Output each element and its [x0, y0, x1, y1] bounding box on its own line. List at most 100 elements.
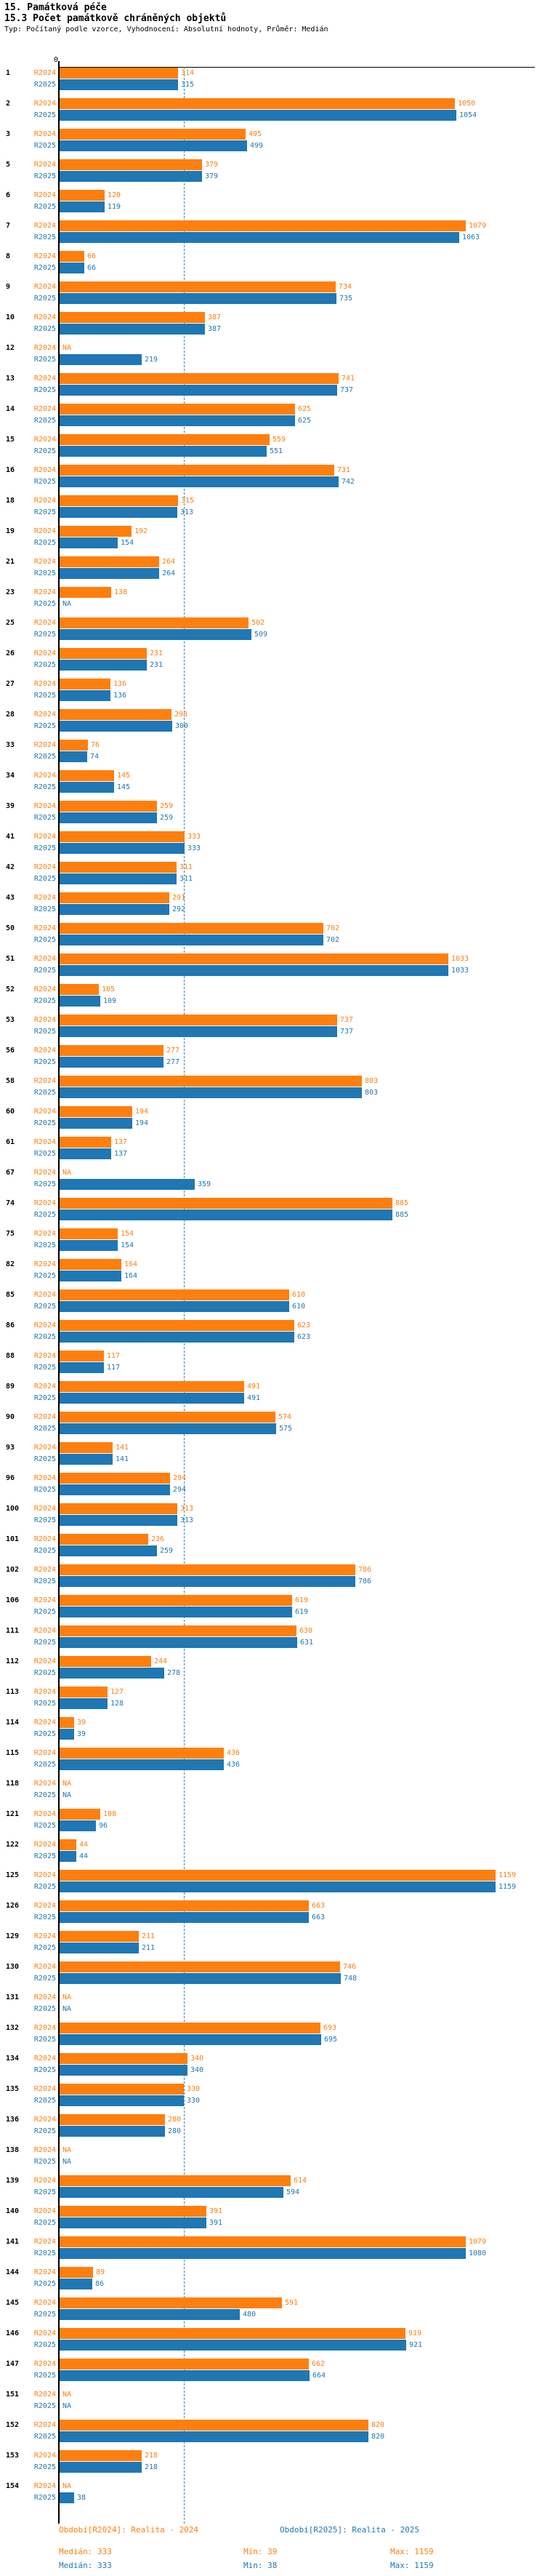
value-label-r2025: 737	[340, 386, 354, 394]
series-label-r2025: R2025	[33, 1639, 56, 1647]
value-label-r2024: 731	[337, 466, 351, 474]
bar-r2024	[60, 953, 448, 964]
row-number: 74	[6, 1199, 15, 1207]
series-label-r2025: R2025	[33, 1700, 56, 1708]
row-number: 26	[6, 649, 15, 657]
bar-r2025	[60, 2340, 406, 2351]
value-label-r2025: 695	[324, 2036, 338, 2044]
series-label-r2025: R2025	[33, 1394, 56, 1402]
bar-r2025	[60, 140, 247, 151]
value-label-r2025: 1159	[498, 1883, 517, 1891]
zero-tick-label: 0	[54, 56, 59, 64]
row-number: 126	[6, 1902, 20, 1910]
row-number: 96	[6, 1474, 15, 1482]
value-label-r2024: 495	[249, 130, 262, 138]
value-label-r2024: 662	[312, 2360, 326, 2368]
row-number: 58	[6, 1077, 15, 1085]
bar-r2025	[60, 904, 169, 915]
bar-r2024	[60, 587, 111, 598]
series-label-r2024: R2024	[33, 100, 56, 108]
value-label-r2025: 141	[116, 1455, 129, 1463]
value-label-r2024: 786	[358, 1566, 372, 1574]
series-label-r2025: R2025	[33, 722, 56, 730]
series-label-r2025: R2025	[33, 2005, 56, 2013]
bar-r2025	[60, 1393, 244, 1404]
series-label-r2024: R2024	[33, 1383, 56, 1391]
series-label-r2025: R2025	[33, 2372, 56, 2380]
bar-r2025	[60, 1179, 195, 1190]
bar-r2025	[60, 1209, 392, 1220]
series-label-r2025: R2025	[33, 997, 56, 1005]
series-label-r2025: R2025	[33, 264, 56, 272]
value-label-r2025: 820	[371, 2433, 385, 2441]
bar-r2025	[60, 660, 147, 671]
series-label-r2024: R2024	[33, 985, 56, 993]
bar-r2025	[60, 1026, 337, 1037]
row-number: 141	[6, 2238, 20, 2246]
row-number: 139	[6, 2177, 20, 2185]
value-label-r2024: 194	[135, 1108, 149, 1116]
series-label-r2025: R2025	[33, 1211, 56, 1219]
na-label-r2024: NA	[62, 1780, 72, 1788]
value-label-r2025: 145	[117, 783, 131, 791]
value-label-r2025: 387	[208, 325, 222, 333]
series-label-r2024: R2024	[33, 130, 56, 138]
stat-max-r2024: Max: 1159	[390, 2547, 434, 2556]
row-number: 106	[6, 1596, 20, 1604]
row-number: 144	[6, 2268, 20, 2276]
bar-r2025	[60, 1484, 170, 1495]
bar-r2024	[60, 1351, 104, 1361]
row-number: 138	[6, 2146, 20, 2154]
series-label-r2024: R2024	[33, 619, 56, 627]
row-number: 82	[6, 1260, 15, 1268]
series-label-r2024: R2024	[33, 711, 56, 719]
row-number: 5	[6, 161, 11, 169]
value-label-r2025: 164	[124, 1272, 138, 1280]
bar-r2025	[60, 1515, 177, 1526]
value-label-r2025: 610	[292, 1303, 306, 1311]
bar-r2025	[60, 1576, 355, 1587]
value-label-r2024: 313	[180, 1505, 194, 1513]
value-label-r2024: 591	[285, 2299, 299, 2307]
bar-r2025	[60, 935, 323, 945]
series-label-r2025: R2025	[33, 81, 56, 89]
row-number: 152	[6, 2421, 20, 2429]
bar-r2024	[60, 1076, 362, 1087]
row-number: 6	[6, 191, 11, 199]
series-label-r2025: R2025	[33, 295, 56, 303]
series-label-r2024: R2024	[33, 1963, 56, 1971]
bar-r2024	[60, 1503, 177, 1514]
bar-r2025	[60, 79, 178, 90]
value-label-r2024: 340	[190, 2055, 204, 2063]
series-label-r2024: R2024	[33, 1474, 56, 1482]
value-label-r2024: 136	[113, 680, 127, 688]
bar-r2025	[60, 2065, 187, 2076]
bar-r2025	[60, 2431, 368, 2442]
series-label-r2024: R2024	[33, 680, 56, 688]
series-label-r2025: R2025	[33, 1028, 56, 1036]
series-label-r2024: R2024	[33, 497, 56, 505]
series-label-r2025: R2025	[33, 875, 56, 883]
series-label-r2025: R2025	[33, 905, 56, 913]
series-label-r2024: R2024	[33, 2452, 56, 2460]
value-label-r2025: 96	[99, 1822, 108, 1830]
na-label-r2024: NA	[62, 344, 72, 352]
value-label-r2025: 480	[243, 2311, 257, 2319]
bar-r2024	[60, 1045, 164, 1056]
series-label-r2025: R2025	[33, 1425, 56, 1433]
value-label-r2025: 619	[295, 1608, 309, 1616]
series-label-r2024: R2024	[33, 2482, 56, 2490]
value-label-r2024: 803	[365, 1077, 379, 1085]
value-label-r2024: 625	[298, 405, 312, 413]
series-label-r2024: R2024	[33, 344, 56, 352]
value-label-r2025: 333	[187, 844, 201, 852]
series-label-r2024: R2024	[33, 772, 56, 780]
value-label-r2024: 66	[87, 252, 97, 260]
value-label-r2024: 379	[205, 161, 219, 169]
bar-r2024	[60, 801, 157, 812]
series-label-r2024: R2024	[33, 1047, 56, 1055]
bar-r2025	[60, 2279, 92, 2289]
bar-r2025	[60, 1240, 118, 1251]
row-number: 89	[6, 1383, 15, 1391]
series-label-r2025: R2025	[33, 2249, 56, 2257]
